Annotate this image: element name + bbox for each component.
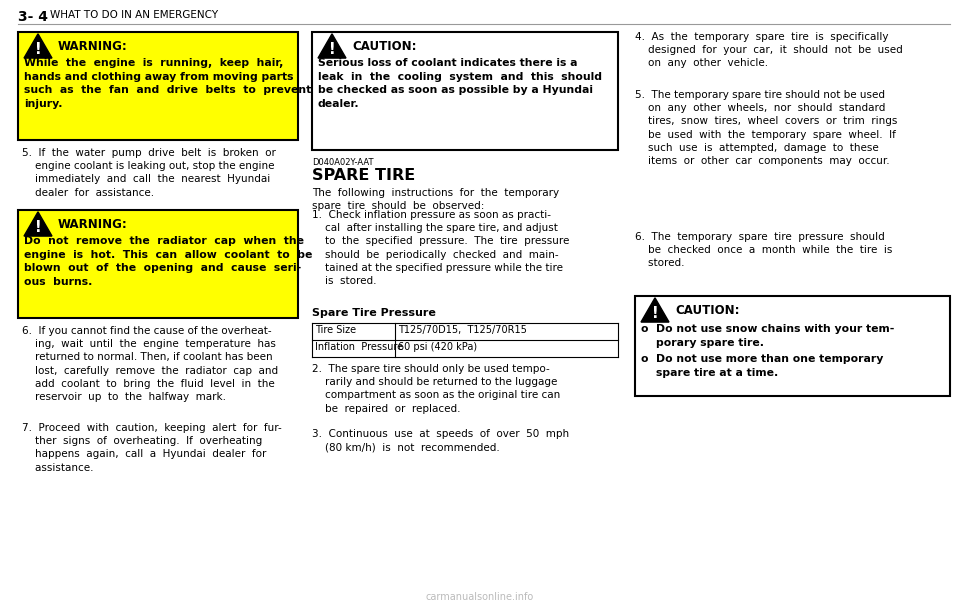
Text: Inflation  Pressure: Inflation Pressure [315,342,403,352]
Text: 4.  As  the  temporary  spare  tire  is  specifically
    designed  for  your  c: 4. As the temporary spare tire is specif… [635,32,902,69]
Text: !: ! [35,42,41,57]
Text: CAUTION:: CAUTION: [675,304,739,317]
Text: 2.  The spare tire should only be used tempo-
    rarily and should be returned : 2. The spare tire should only be used te… [312,364,561,414]
Text: 1.  Check inflation pressure as soon as practi-
    cal  after installing the sp: 1. Check inflation pressure as soon as p… [312,210,569,286]
Text: D040A02Y-AAT: D040A02Y-AAT [312,158,373,167]
Text: 3.  Continuous  use  at  speeds  of  over  50  mph
    (80 km/h)  is  not  recom: 3. Continuous use at speeds of over 50 m… [312,429,569,452]
Text: Spare Tire Pressure: Spare Tire Pressure [312,308,436,318]
Text: SPARE TIRE: SPARE TIRE [312,168,416,183]
Polygon shape [318,34,346,58]
Text: 60 psi (420 kPa): 60 psi (420 kPa) [398,342,477,352]
Text: o  Do not use more than one temporary
    spare tire at a time.: o Do not use more than one temporary spa… [641,354,883,378]
Text: Tire Size: Tire Size [315,325,356,335]
Text: 5.  If  the  water  pump  drive  belt  is  broken  or
    engine coolant is leak: 5. If the water pump drive belt is broke… [22,148,276,198]
Text: 7.  Proceed  with  caution,  keeping  alert  for  fur-
    ther  signs  of  over: 7. Proceed with caution, keeping alert f… [22,423,281,472]
Text: !: ! [652,306,659,321]
Text: !: ! [328,42,335,57]
Polygon shape [24,212,52,236]
Text: carmanualsonline.info: carmanualsonline.info [426,592,534,602]
Text: 5.  The temporary spare tire should not be used
    on  any  other  wheels,  nor: 5. The temporary spare tire should not b… [635,90,898,166]
Polygon shape [641,298,669,322]
Text: While  the  engine  is  running,  keep  hair,
hands and clothing away from movin: While the engine is running, keep hair, … [24,58,311,109]
FancyBboxPatch shape [635,296,950,396]
FancyBboxPatch shape [18,210,298,318]
Text: Serious loss of coolant indicates there is a
leak  in  the  cooling  system  and: Serious loss of coolant indicates there … [318,58,602,109]
FancyBboxPatch shape [312,32,618,150]
Text: 6.  The  temporary  spare  tire  pressure  should
    be  checked  once  a  mont: 6. The temporary spare tire pressure sho… [635,232,893,269]
Text: WARNING:: WARNING: [58,40,128,53]
Text: CAUTION:: CAUTION: [352,40,417,53]
Text: 6.  If you cannot find the cause of the overheat-
    ing,  wait  until  the  en: 6. If you cannot find the cause of the o… [22,326,278,402]
Text: Do  not  remove  the  radiator  cap  when  the
engine  is  hot.  This  can  allo: Do not remove the radiator cap when the … [24,236,312,287]
Text: WHAT TO DO IN AN EMERGENCY: WHAT TO DO IN AN EMERGENCY [50,10,218,20]
Text: T125/70D15,  T125/70R15: T125/70D15, T125/70R15 [398,325,527,335]
Text: WARNING:: WARNING: [58,218,128,231]
Text: The  following  instructions  for  the  temporary
spare  tire  should  be  obser: The following instructions for the tempo… [312,188,559,211]
Text: 3- 4: 3- 4 [18,10,48,24]
Text: !: ! [35,220,41,235]
Polygon shape [24,34,52,58]
Text: o  Do not use snow chains with your tem-
    porary spare tire.: o Do not use snow chains with your tem- … [641,324,895,348]
FancyBboxPatch shape [18,32,298,140]
